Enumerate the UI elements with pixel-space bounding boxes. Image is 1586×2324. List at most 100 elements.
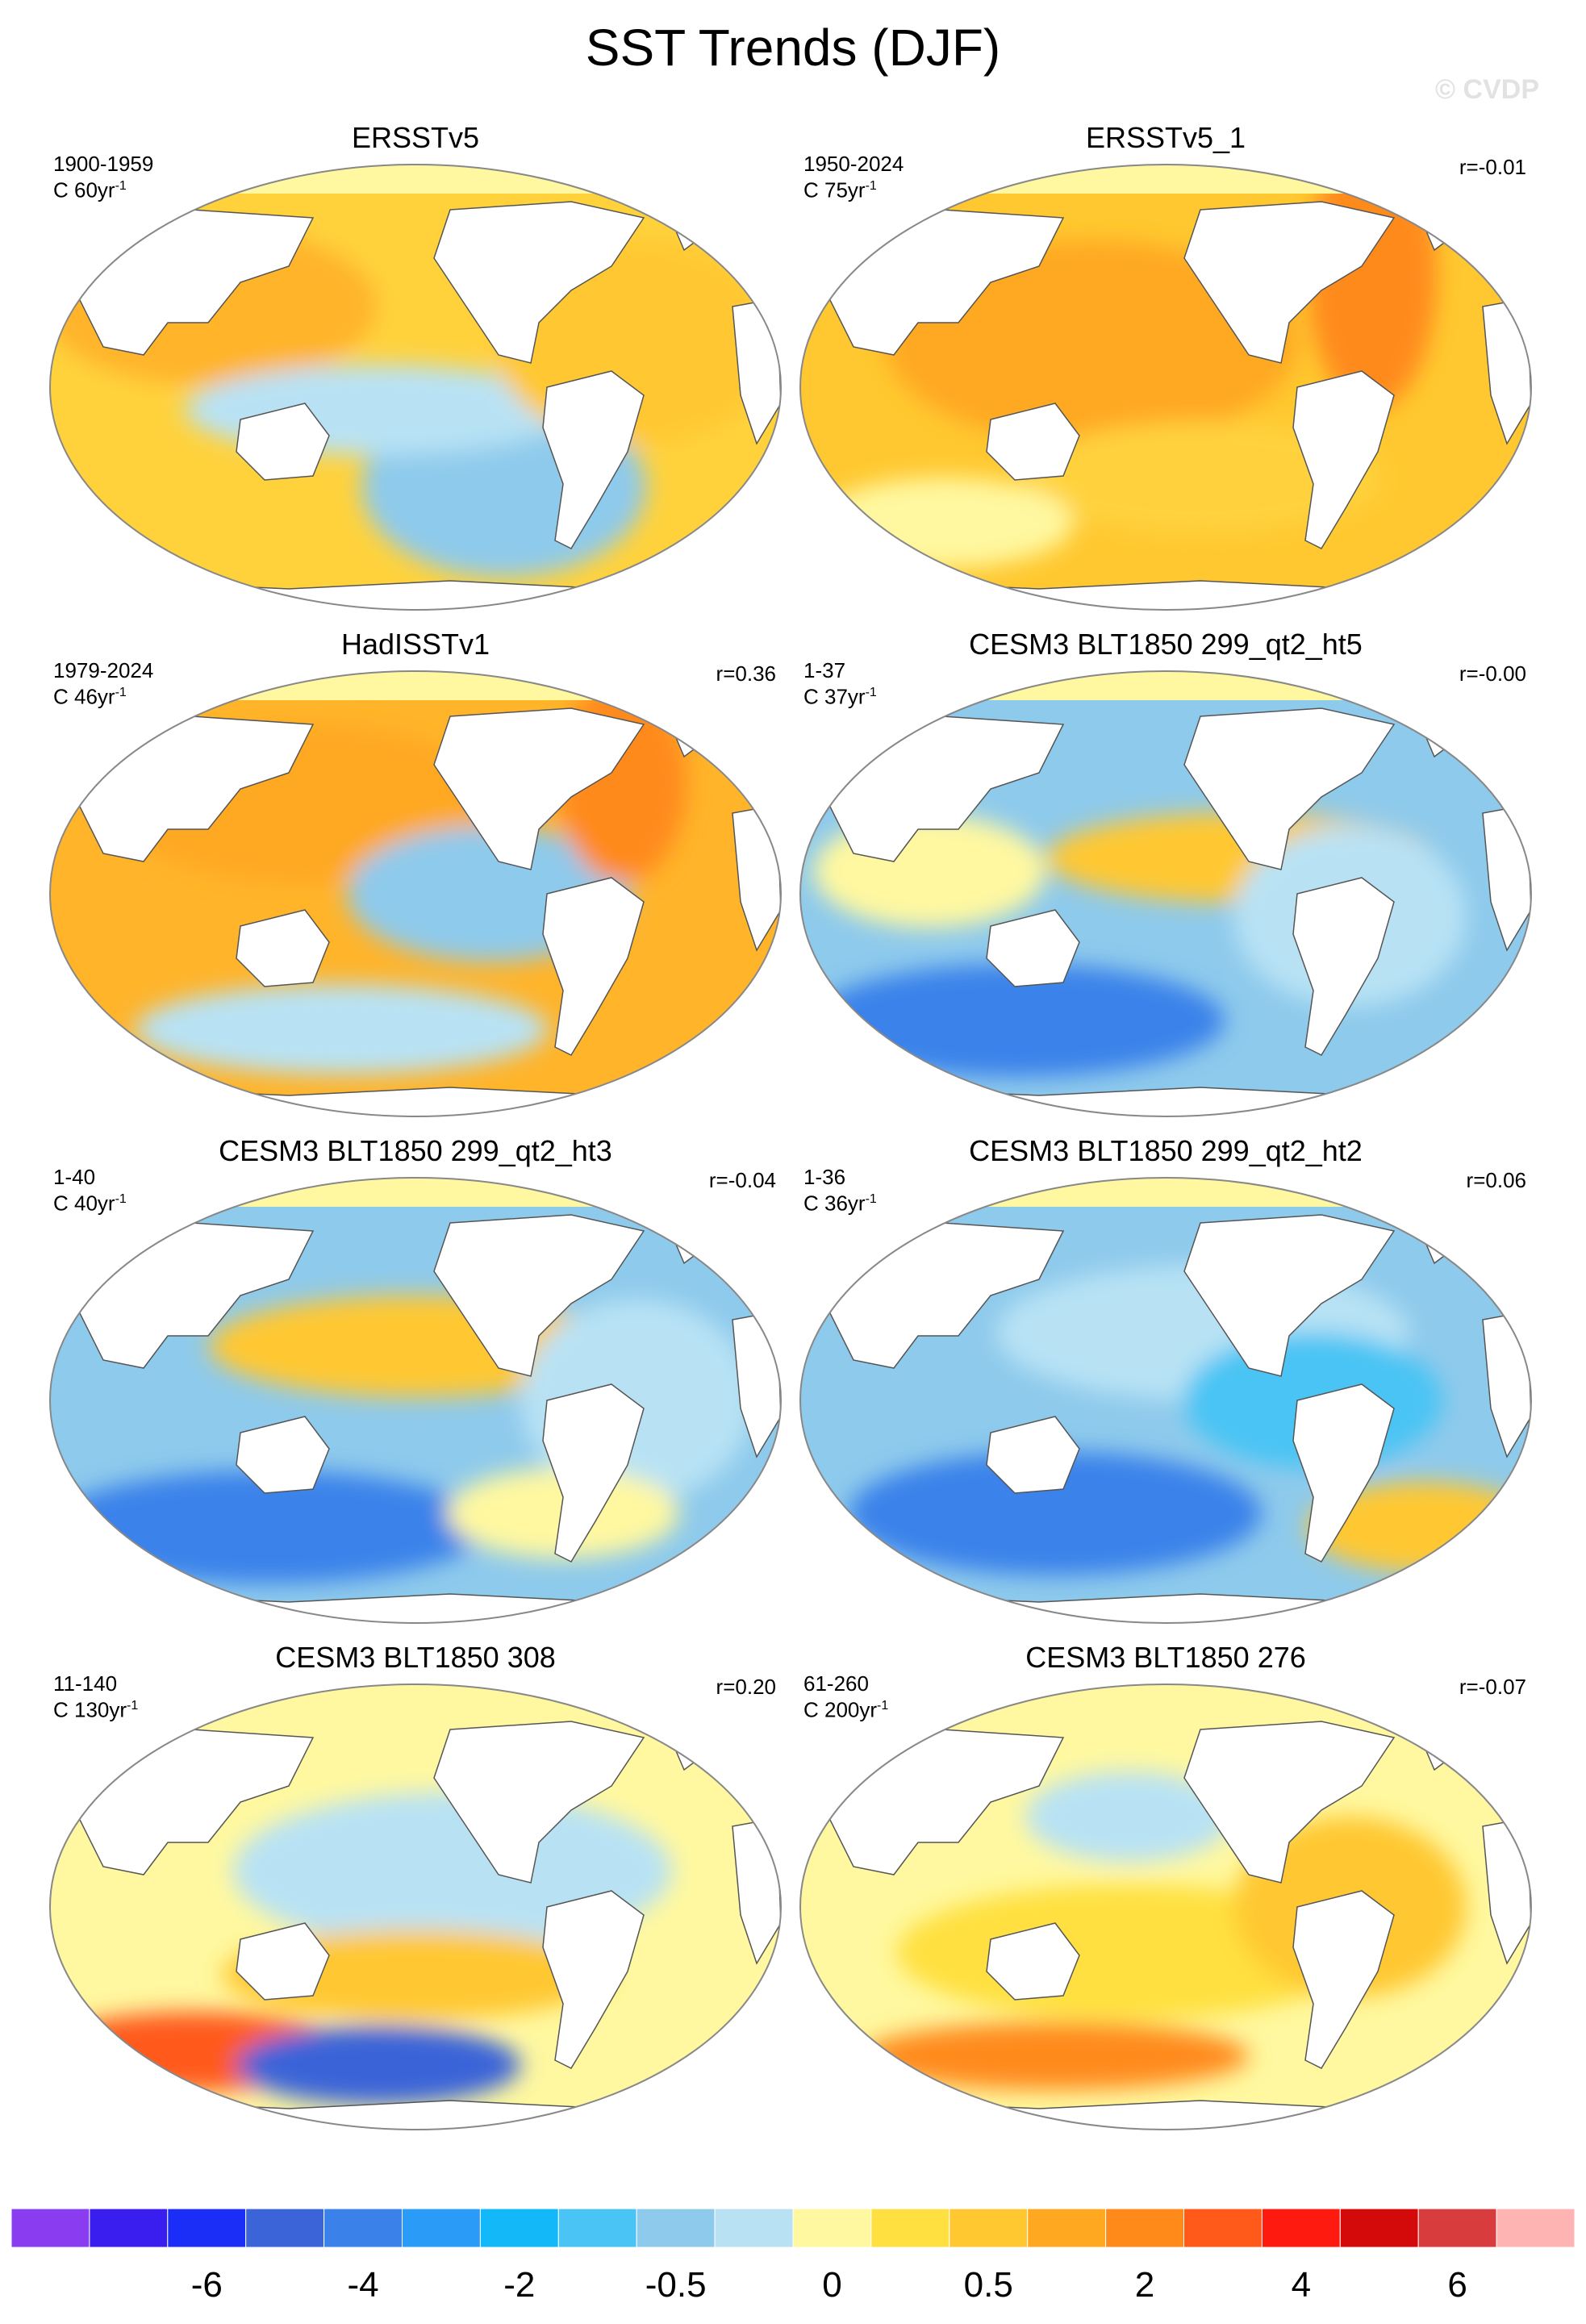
- colorbar-segment: [479, 2209, 559, 2247]
- landmass: [828, 1222, 1065, 1369]
- colorbar-label: -6: [190, 2265, 223, 2305]
- colorbar-segment: [1339, 2209, 1419, 2247]
- anomaly-region: [812, 963, 1225, 1077]
- colorbar-segment: [245, 2209, 325, 2247]
- anomaly-region: [848, 1451, 1262, 1575]
- colorbar-label: 6: [1447, 2265, 1467, 2305]
- landmass: [1183, 201, 1396, 364]
- landmass: [828, 716, 1065, 862]
- panel-units: C 60yr-1: [53, 174, 127, 202]
- panel-correlation: r=-0.07: [1459, 1675, 1526, 1699]
- sst-trend-map: [799, 1684, 1532, 2130]
- landmass: [986, 1416, 1080, 1494]
- panel-correlation: r=-0.01: [1459, 155, 1526, 179]
- arctic-region: [50, 1178, 781, 1207]
- landmass: [50, 1083, 781, 1116]
- colorbar-label: 0.5: [963, 2265, 1013, 2305]
- landmass: [433, 707, 645, 870]
- panel-units: C 40yr-1: [53, 1187, 127, 1216]
- panel-units-text: C 40yr: [53, 1191, 115, 1216]
- panel-title: CESM3 BLT1850 299_qt2_ht2: [969, 1134, 1363, 1167]
- panel-units-text: C 36yr: [803, 1191, 866, 1216]
- panel-units: C 200yr-1: [803, 1694, 888, 1722]
- panel-units: C 46yr-1: [53, 681, 127, 709]
- panel-units: C 75yr-1: [803, 174, 877, 202]
- colorbar: [11, 2209, 1575, 2247]
- landmass: [50, 2096, 781, 2130]
- landmass: [236, 403, 330, 481]
- landmass: [800, 2096, 1531, 2130]
- panel-units-exponent: -1: [127, 1699, 139, 1713]
- colorbar-label: 4: [1291, 2265, 1312, 2305]
- sst-trend-map: [49, 1177, 782, 1624]
- panel-period: 1-37: [803, 658, 846, 682]
- anomaly-region: [861, 2022, 1249, 2090]
- landmass: [236, 1922, 330, 2001]
- map-panel: CESM3 BLT1850 299_qt2_ht2 1-36 C 36yr-1 r=0…: [791, 1134, 1541, 1626]
- landmass: [986, 403, 1080, 481]
- landmass: [50, 576, 781, 610]
- panel-period: 1-36: [803, 1165, 846, 1189]
- landmass: [78, 209, 315, 356]
- landmass: [1292, 877, 1395, 1056]
- panel-title: CESM3 BLT1850 299_qt2_ht5: [969, 628, 1363, 661]
- panel-units-exponent: -1: [115, 686, 127, 699]
- map-panel: ERSSTv5_1 1950-2024 C 75yr-1 r=-0.01: [791, 121, 1541, 613]
- landmass: [986, 1922, 1080, 2001]
- panel-units-exponent: -1: [877, 1699, 889, 1713]
- landmass: [1183, 1214, 1396, 1377]
- colorbar-label: -4: [347, 2265, 379, 2305]
- anomaly-region: [1021, 421, 1384, 534]
- panel-units-text: C 60yr: [53, 177, 115, 202]
- panel-units: C 130yr-1: [53, 1694, 138, 1722]
- panel-correlation: r=0.36: [716, 661, 776, 686]
- landmass: [1183, 1721, 1396, 1884]
- map-border: [799, 164, 1532, 611]
- landmass: [542, 1890, 645, 2069]
- colorbar-label: 2: [1134, 2265, 1155, 2305]
- map-border: [49, 1684, 782, 2130]
- colorbar-segment: [1183, 2209, 1263, 2247]
- map-panel: CESM3 BLT1850 299_qt2_ht3 1-40 C 40yr-1 r=-…: [40, 1134, 791, 1626]
- panel-period: 11-140: [53, 1671, 118, 1696]
- panel-correlation: r=0.06: [1466, 1168, 1526, 1192]
- arctic-region: [800, 165, 1531, 194]
- colorbar-segment: [792, 2209, 872, 2247]
- panel-units-text: C 200yr: [803, 1697, 878, 1722]
- landmass: [433, 1721, 645, 1884]
- colorbar-segment: [870, 2209, 950, 2247]
- panel-title: CESM3 BLT1850 308: [275, 1641, 556, 1674]
- colorbar-segment: [949, 2209, 1029, 2247]
- anomaly-region: [815, 478, 1074, 568]
- panel-title: ERSSTv5: [351, 121, 480, 154]
- map-panel: CESM3 BLT1850 308 11-140 C 130yr-1 r=0.20: [40, 1641, 791, 2133]
- panel-units-exponent: -1: [865, 686, 877, 699]
- panel-correlation: r=-0.04: [708, 1168, 776, 1192]
- landmass: [50, 1589, 781, 1623]
- landmass: [433, 1214, 645, 1377]
- sst-trend-map: [49, 670, 782, 1117]
- map-panel: CESM3 BLT1850 276 61-260 C 200yr-1 r=-0.07: [791, 1641, 1541, 2133]
- colorbar-label: -0.5: [645, 2265, 707, 2305]
- panel-units-text: C 37yr: [803, 684, 866, 709]
- colorbar-segment: [636, 2209, 716, 2247]
- landmass: [828, 1729, 1065, 1875]
- map-border: [799, 670, 1532, 1117]
- map-border: [799, 1684, 1532, 2130]
- arctic-region: [50, 165, 781, 194]
- panel-units-text: C 130yr: [53, 1697, 127, 1722]
- landmass: [542, 370, 645, 549]
- map-border: [799, 1177, 1532, 1624]
- colorbar-segment: [89, 2209, 169, 2247]
- colorbar-segment: [714, 2209, 794, 2247]
- panel-units: C 37yr-1: [803, 681, 877, 709]
- page-title: SST Trends (DJF): [585, 19, 1001, 77]
- colorbar-segment: [11, 2209, 90, 2247]
- colorbar-label: 0: [822, 2265, 842, 2305]
- map-panel: CESM3 BLT1850 299_qt2_ht5 1-37 C 37yr-1 r=-…: [791, 628, 1541, 1120]
- panel-units-exponent: -1: [865, 179, 877, 193]
- landmass: [800, 576, 1531, 610]
- panel-correlation: r=-0.00: [1459, 661, 1526, 686]
- colorbar-segment: [402, 2209, 481, 2247]
- arctic-region: [800, 1178, 1531, 1207]
